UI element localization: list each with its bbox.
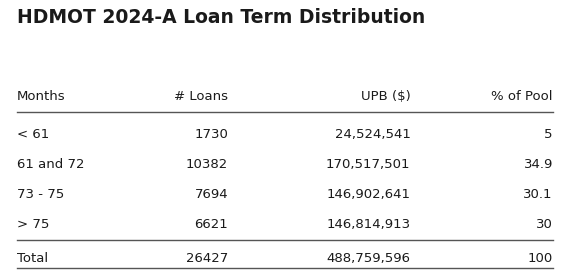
Text: 73 - 75: 73 - 75 <box>17 188 64 201</box>
Text: 7694: 7694 <box>194 188 228 201</box>
Text: 34.9: 34.9 <box>523 158 553 171</box>
Text: 5: 5 <box>544 128 553 141</box>
Text: 170,517,501: 170,517,501 <box>326 158 410 171</box>
Text: # Loans: # Loans <box>174 90 228 103</box>
Text: HDMOT 2024-A Loan Term Distribution: HDMOT 2024-A Loan Term Distribution <box>17 8 425 27</box>
Text: % of Pool: % of Pool <box>491 90 553 103</box>
Text: 24,524,541: 24,524,541 <box>335 128 410 141</box>
Text: Total: Total <box>17 252 48 265</box>
Text: 146,902,641: 146,902,641 <box>327 188 410 201</box>
Text: 488,759,596: 488,759,596 <box>327 252 410 265</box>
Text: 146,814,913: 146,814,913 <box>326 218 410 231</box>
Text: UPB ($): UPB ($) <box>361 90 410 103</box>
Text: 10382: 10382 <box>186 158 228 171</box>
Text: 30: 30 <box>536 218 553 231</box>
Text: Months: Months <box>17 90 66 103</box>
Text: 26427: 26427 <box>186 252 228 265</box>
Text: 100: 100 <box>528 252 553 265</box>
Text: > 75: > 75 <box>17 218 50 231</box>
Text: 6621: 6621 <box>194 218 228 231</box>
Text: 1730: 1730 <box>194 128 228 141</box>
Text: < 61: < 61 <box>17 128 50 141</box>
Text: 61 and 72: 61 and 72 <box>17 158 84 171</box>
Text: 30.1: 30.1 <box>523 188 553 201</box>
